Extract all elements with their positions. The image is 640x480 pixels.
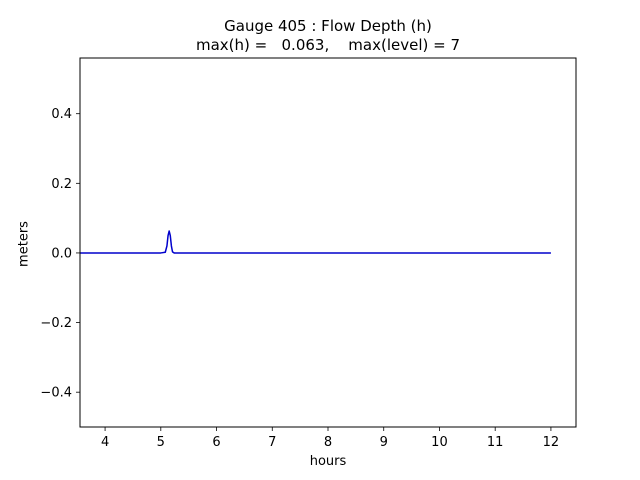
x-tick-label: 11 — [487, 435, 504, 450]
x-tick-label: 6 — [212, 435, 220, 450]
x-tick-label: 8 — [324, 435, 332, 450]
x-tick-label: 12 — [543, 435, 560, 450]
chart-subtitle: max(h) = 0.063, max(level) = 7 — [195, 36, 461, 54]
y-axis-label: meters — [16, 221, 32, 267]
chart-title: Gauge 405 : Flow Depth (h) — [224, 17, 432, 35]
x-tick-label: 4 — [101, 435, 109, 450]
axes-frame — [79, 57, 577, 428]
y-tick-label: 0.0 — [51, 246, 72, 261]
y-tick-label: 0.4 — [51, 107, 72, 122]
y-tick-label: 0.2 — [51, 177, 72, 192]
y-tick-label: −0.4 — [40, 386, 72, 401]
x-tick-label: 9 — [380, 435, 388, 450]
x-tick-label: 7 — [268, 435, 276, 450]
series-line-0 — [80, 230, 551, 254]
y-tick-label: −0.2 — [40, 316, 72, 331]
x-axis-label: hours — [309, 454, 347, 469]
x-tick-label: 10 — [431, 435, 448, 450]
x-tick-label: 5 — [157, 435, 165, 450]
